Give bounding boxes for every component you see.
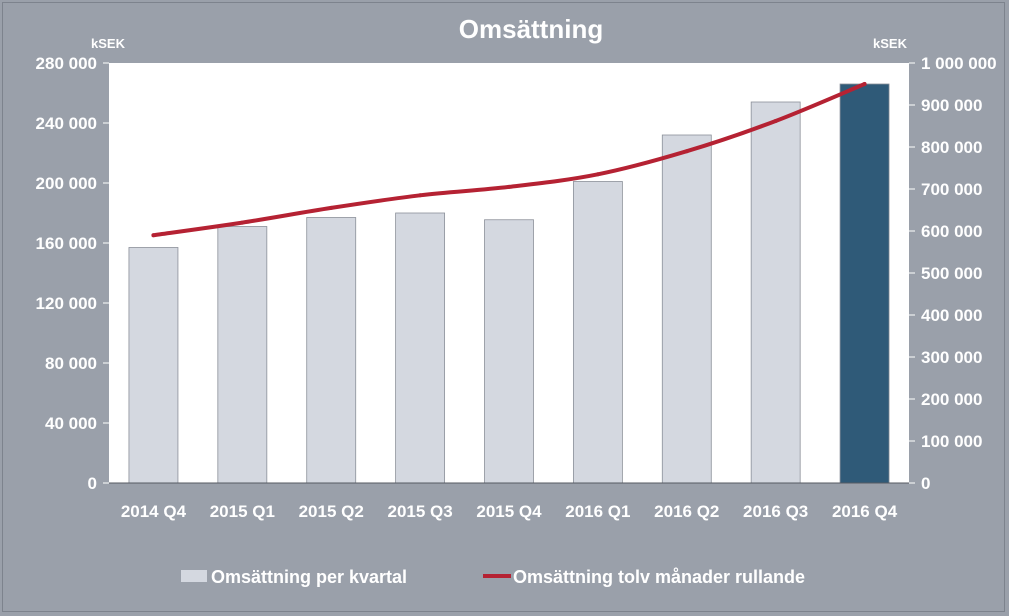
right-tick-label: 300 000 bbox=[921, 348, 982, 367]
line-point bbox=[862, 82, 867, 86]
bar bbox=[128, 247, 179, 484]
x-tick-label: 2016 Q1 bbox=[565, 502, 630, 521]
x-tick-label: 2015 Q2 bbox=[299, 502, 364, 521]
left-axis: 0 40 000 80 000 120 000 160 000 200 000 240 00… bbox=[36, 54, 109, 493]
bar bbox=[839, 83, 890, 484]
left-tick-label: 240 000 bbox=[36, 114, 97, 133]
x-axis: 2014 Q4 2015 Q1 2015 Q2 2015 Q3 2015 Q4 2016 … bbox=[109, 482, 909, 521]
left-tick-label: 40 000 bbox=[45, 414, 97, 433]
right-tick-label: 400 000 bbox=[921, 306, 982, 325]
bar bbox=[750, 101, 801, 484]
left-tick-label: 0 bbox=[88, 474, 97, 493]
chart-svg: Omsättning kSEK kSEK 0 40 000 80 000 120 00… bbox=[36, 14, 997, 587]
line-point bbox=[240, 220, 245, 225]
right-tick-label: 900 000 bbox=[921, 96, 982, 115]
left-tick-label: 80 000 bbox=[45, 354, 97, 373]
line-point bbox=[773, 118, 778, 123]
x-tick-label: 2016 Q3 bbox=[743, 502, 808, 521]
legend-bar-label: Omsättning per kvartal bbox=[211, 567, 407, 587]
bar bbox=[306, 217, 357, 484]
right-tick-label: 100 000 bbox=[921, 432, 982, 451]
right-tick-label: 700 000 bbox=[921, 180, 982, 199]
line-series bbox=[151, 82, 867, 238]
x-tick-label: 2016 Q2 bbox=[654, 502, 719, 521]
line-point bbox=[418, 193, 423, 198]
line-point bbox=[507, 184, 511, 189]
line-point bbox=[329, 205, 334, 210]
left-tick-label: 280 000 bbox=[36, 54, 97, 73]
x-tick-label: 2015 Q1 bbox=[210, 502, 275, 521]
right-tick-label: 200 000 bbox=[921, 390, 982, 409]
bar bbox=[217, 226, 268, 484]
x-tick-label: 2015 Q4 bbox=[476, 502, 542, 521]
right-axis-unit: kSEK bbox=[873, 36, 908, 51]
right-axis: 0 100 000 200 000 300 000 400 000 500 000 600 … bbox=[909, 54, 997, 493]
x-tick-label: 2015 Q3 bbox=[387, 502, 452, 521]
x-tick-label: 2016 Q4 bbox=[832, 502, 898, 521]
bar bbox=[572, 181, 623, 484]
x-tick-label: 2014 Q4 bbox=[121, 502, 187, 521]
left-tick-label: 120 000 bbox=[36, 294, 97, 313]
chart-title: Omsättning bbox=[459, 14, 603, 44]
legend-bar-swatch bbox=[181, 570, 207, 582]
bar bbox=[395, 212, 446, 484]
legend: Omsättning per kvartal Omsättning tolv m… bbox=[181, 567, 805, 587]
line-point bbox=[595, 172, 600, 177]
bar bbox=[484, 219, 534, 484]
line-point bbox=[151, 233, 156, 238]
left-axis-unit: kSEK bbox=[91, 36, 126, 51]
bar-series bbox=[128, 83, 890, 484]
right-tick-label: 1 000 000 bbox=[921, 54, 997, 73]
left-tick-label: 200 000 bbox=[36, 174, 97, 193]
line-point bbox=[684, 149, 689, 154]
right-tick-label: 600 000 bbox=[921, 222, 982, 241]
right-tick-label: 800 000 bbox=[921, 138, 982, 157]
legend-line-label: Omsättning tolv månader rullande bbox=[513, 567, 805, 587]
right-tick-label: 0 bbox=[921, 474, 930, 493]
left-tick-label: 160 000 bbox=[36, 234, 97, 253]
right-tick-label: 500 000 bbox=[921, 264, 982, 283]
bar bbox=[661, 134, 712, 484]
